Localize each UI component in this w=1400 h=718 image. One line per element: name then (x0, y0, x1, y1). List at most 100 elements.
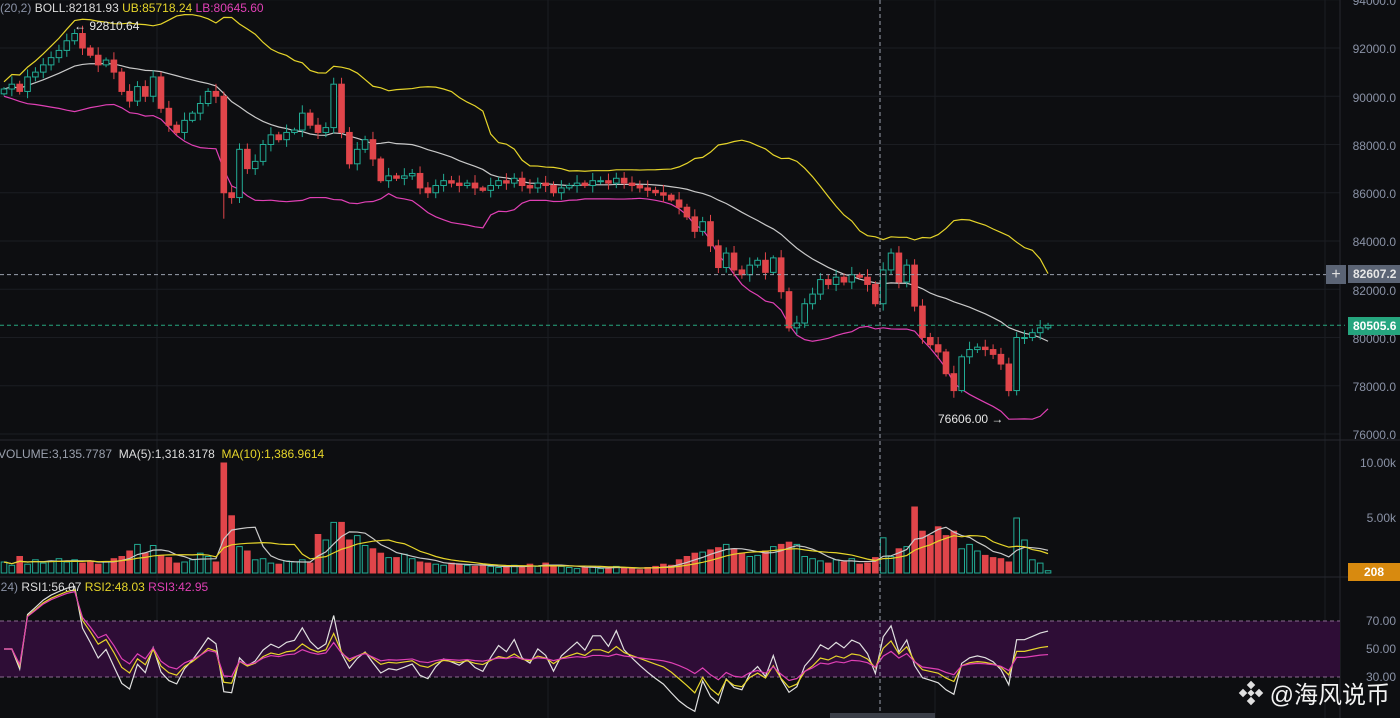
watermark: @海风说币 (1238, 675, 1390, 710)
volume-bar (142, 552, 149, 574)
volume-bar (785, 541, 793, 574)
candle-up (463, 182, 471, 187)
volume-bar (204, 556, 212, 574)
volume-bar (534, 565, 542, 574)
candle-up (432, 185, 440, 194)
boll-value: BOLL:82181.93 (34, 1, 119, 15)
volume-bar (1036, 562, 1044, 574)
candle-down (526, 185, 534, 189)
candle-up (251, 160, 259, 170)
candle-up (613, 177, 620, 184)
volume-bar (864, 562, 871, 574)
volume-bar (856, 563, 863, 574)
volume-bar (479, 564, 487, 574)
volume-bar (895, 548, 903, 574)
price-axis-label: 82000.0 (1352, 283, 1396, 298)
volume-bar (809, 558, 816, 574)
volume-bar (950, 530, 958, 574)
volume-bar (361, 545, 369, 574)
volume-bar (919, 530, 926, 574)
volume-bar (314, 534, 322, 574)
volume-bar (424, 562, 432, 574)
volume-bar (817, 560, 824, 574)
horizontal-scrollbar[interactable] (830, 713, 935, 718)
candle-down (911, 264, 918, 307)
high-price-marker: ← 92810.64 (74, 19, 140, 33)
price-axis-label: 92000.0 (1352, 42, 1396, 57)
candle-up (385, 175, 392, 182)
candle-up (322, 127, 330, 133)
candle-down (715, 245, 722, 269)
candle-up (236, 148, 243, 199)
candle-up (361, 139, 369, 150)
candle-up (974, 346, 981, 351)
candle-down (707, 221, 714, 247)
volume-bar (824, 562, 832, 574)
binance-logo-icon (1238, 680, 1263, 705)
candle-up (1044, 324, 1052, 329)
candle-up (887, 252, 895, 271)
volume-bar (605, 568, 612, 574)
volume-bar (487, 565, 494, 574)
volume-bar (997, 558, 1005, 574)
candle-down (118, 71, 126, 92)
rsi1-value: RSI1:56.07 (21, 580, 82, 594)
candle-down (997, 353, 1005, 365)
watermark-text: @海风说币 (1269, 682, 1390, 709)
candle-up (408, 172, 416, 177)
volume-bar (1029, 559, 1036, 574)
volume-bar (291, 561, 298, 574)
candle-up (330, 83, 337, 129)
volume-bar (16, 556, 23, 574)
volume-value: VOLUME:3,135.7787 (0, 447, 113, 461)
candle-up (495, 180, 502, 187)
add-alert-button[interactable]: + (1326, 265, 1346, 284)
candle-up (1029, 332, 1036, 338)
candle-up (487, 185, 494, 191)
candle-up (291, 129, 298, 133)
boll-middle-band (3, 62, 1049, 342)
volume-bar (1021, 539, 1028, 574)
candle-down (393, 175, 400, 179)
volume-bar (432, 563, 440, 574)
volume-bar (71, 559, 78, 574)
volume-bar (848, 558, 856, 574)
candle-up (353, 148, 361, 165)
volume-bar (558, 565, 565, 574)
candle-down (919, 305, 926, 339)
candle-up (196, 102, 204, 114)
volume-bar (110, 558, 118, 574)
candle-up (149, 76, 157, 97)
volume-bar (126, 550, 133, 574)
volume-bar (118, 556, 126, 574)
candle-down (228, 192, 235, 199)
candle-up (283, 131, 290, 141)
volume-bar (236, 546, 243, 574)
volume-bar (408, 558, 416, 574)
candle-up (134, 86, 141, 102)
candle-down (550, 185, 557, 194)
candle-down (840, 276, 848, 283)
candle-down (620, 177, 628, 184)
rsi3-line (4, 590, 1049, 682)
candle-down (212, 90, 220, 97)
candle-down (314, 124, 322, 133)
volume-bar (974, 550, 981, 574)
volume-bar (503, 567, 510, 574)
candle-down (675, 199, 683, 208)
candle-down (981, 346, 989, 351)
volume-bar (966, 543, 973, 574)
volume-bar (754, 554, 761, 574)
volume-bar (189, 559, 196, 574)
volume-bar (801, 556, 809, 574)
candle-down (667, 194, 675, 201)
candle-down (424, 187, 432, 194)
volume-bar (730, 548, 738, 574)
boll-lower-band (3, 95, 1049, 420)
candle-down (942, 351, 950, 375)
volume-bar (550, 564, 557, 574)
vol-ma5-value: MA(5):1,318.3178 (118, 447, 215, 461)
last-volume-tag: 208 (1348, 563, 1400, 581)
volume-bar (8, 564, 16, 574)
